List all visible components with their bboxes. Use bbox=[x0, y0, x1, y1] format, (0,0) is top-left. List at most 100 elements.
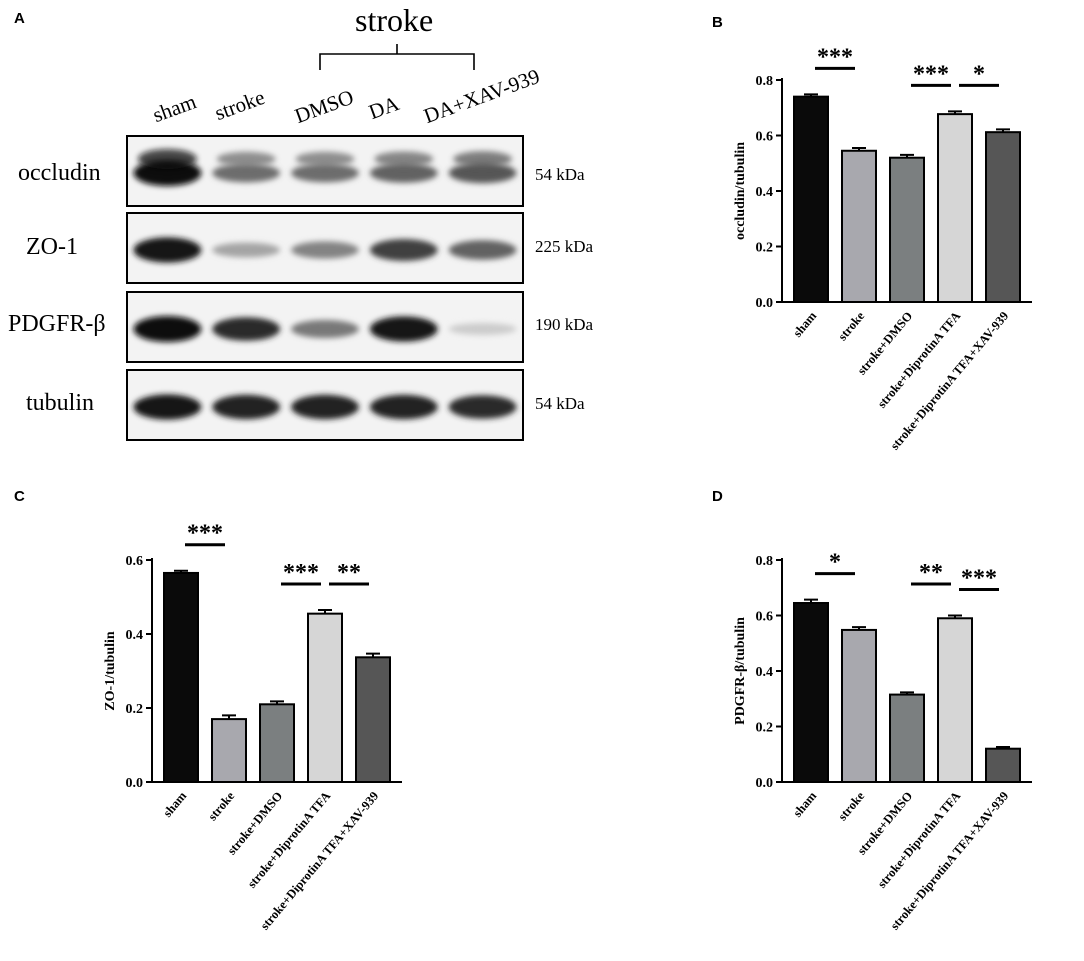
error-bar bbox=[804, 93, 818, 97]
significance-stars: ** bbox=[919, 560, 943, 586]
significance-stars: * bbox=[829, 550, 841, 576]
size-label-occludin: 54 kDa bbox=[535, 165, 585, 184]
blot-band bbox=[369, 163, 438, 183]
protein-label-occludin: occludin bbox=[18, 160, 101, 186]
significance-stars: ** bbox=[337, 560, 361, 586]
error-bar bbox=[318, 608, 332, 614]
blot-band bbox=[448, 162, 517, 184]
lane-label-sham: sham bbox=[149, 89, 200, 128]
x-tick-label: stroke bbox=[835, 309, 867, 344]
panel-letter-a: A bbox=[14, 10, 25, 27]
x-tick-label: sham bbox=[160, 788, 189, 819]
blot-pdgfrb bbox=[126, 291, 524, 363]
blot-band bbox=[133, 237, 202, 263]
bar bbox=[841, 149, 877, 303]
bar bbox=[307, 612, 343, 784]
y-tick-label: 0.6 bbox=[126, 554, 144, 569]
lane-label-da-xav: DA+XAV-939 bbox=[420, 63, 543, 129]
blot-band bbox=[291, 163, 359, 183]
x-tick-label: stroke+DiprotinA TFA bbox=[875, 309, 964, 411]
protein-label-zo1: ZO-1 bbox=[26, 234, 78, 260]
blot-band bbox=[212, 242, 281, 258]
blot-occludin bbox=[126, 135, 524, 207]
significance-stars: *** bbox=[961, 566, 997, 592]
error-bar bbox=[900, 691, 914, 695]
bar bbox=[985, 131, 1021, 303]
blot-band bbox=[133, 394, 202, 420]
panel-letter-d: D bbox=[712, 488, 723, 505]
bar bbox=[889, 693, 925, 783]
y-tick-label: 0.6 bbox=[756, 130, 774, 145]
blot-band bbox=[448, 395, 517, 419]
blot-zo1 bbox=[126, 212, 524, 284]
error-bar bbox=[804, 598, 818, 604]
size-label-pdgfrb: 190 kDa bbox=[535, 315, 594, 334]
y-tick-label: 0.4 bbox=[126, 628, 144, 643]
blot-band bbox=[369, 316, 438, 342]
bar bbox=[163, 571, 199, 784]
y-tick-label: 0.6 bbox=[756, 610, 774, 625]
chart-occludin: occludin/tubulin 0.0 0.2 0.4 0.6 0.8 sham strok… bbox=[733, 44, 1032, 453]
y-axis-label: PDGFR-β/tubulin bbox=[733, 617, 748, 725]
x-tick-label: stroke bbox=[205, 789, 237, 824]
blot-band-upper bbox=[453, 151, 513, 167]
lane-label-da: DA bbox=[365, 91, 403, 125]
protein-label-tubulin: tubulin bbox=[26, 390, 95, 416]
error-bar bbox=[996, 128, 1010, 133]
error-bar bbox=[174, 569, 188, 573]
size-label-tubulin: 54 kDa bbox=[535, 394, 585, 413]
significance-stars: * bbox=[973, 61, 985, 87]
blot-band bbox=[448, 240, 517, 260]
error-bar bbox=[270, 700, 284, 705]
bar bbox=[793, 602, 829, 783]
blot-band bbox=[212, 317, 281, 341]
blot-band bbox=[369, 394, 438, 420]
bar bbox=[841, 628, 877, 784]
chart-zo1: ZO-1/tubulin 0.0 0.2 0.4 0.6 sham strokestroke… bbox=[103, 521, 402, 933]
chart-pdgfrb: PDGFR-β/tubulin 0.0 0.2 0.4 0.6 0.8 sham stroke… bbox=[733, 550, 1032, 933]
significance-stars: *** bbox=[187, 521, 223, 547]
bar bbox=[985, 747, 1021, 783]
stroke-group-bracket bbox=[319, 44, 475, 70]
blot-band bbox=[291, 320, 359, 338]
significance-stars: *** bbox=[913, 61, 949, 87]
blot-band bbox=[448, 323, 517, 335]
x-tick-label: stroke bbox=[835, 789, 867, 824]
error-bar bbox=[900, 153, 914, 158]
y-tick-label: 0.2 bbox=[756, 241, 774, 256]
blot-band-upper bbox=[374, 151, 434, 167]
panel-letter-c: C bbox=[14, 488, 25, 505]
panel-letter-b: B bbox=[712, 14, 723, 31]
blot-band-upper bbox=[137, 149, 197, 169]
blot-band-upper bbox=[295, 151, 355, 167]
size-label-zo1: 225 kDa bbox=[535, 237, 594, 256]
bar bbox=[937, 617, 973, 784]
y-tick-label: 0.2 bbox=[756, 721, 774, 736]
bar bbox=[937, 113, 973, 303]
blot-band bbox=[212, 394, 281, 420]
stroke-group-label: stroke bbox=[355, 2, 434, 38]
x-tick-label: stroke+DiprotinA TFA bbox=[875, 789, 964, 891]
bar bbox=[355, 656, 391, 783]
blot-band-upper bbox=[216, 151, 276, 167]
x-tick-label: sham bbox=[790, 308, 819, 339]
y-axis-label: ZO-1/tubulin bbox=[103, 631, 118, 711]
y-tick-label: 0.8 bbox=[756, 74, 774, 89]
error-bar bbox=[996, 746, 1010, 749]
y-tick-label: 0.0 bbox=[756, 296, 774, 311]
y-tick-label: 0.2 bbox=[126, 702, 144, 717]
lane-label-stroke: stroke bbox=[211, 84, 268, 126]
error-bar bbox=[852, 146, 866, 151]
blot-band bbox=[291, 394, 359, 420]
blot-band bbox=[291, 241, 359, 259]
y-tick-label: 0.0 bbox=[126, 776, 144, 791]
error-bar bbox=[222, 714, 236, 720]
y-axis-label: occludin/tubulin bbox=[733, 142, 748, 240]
bar bbox=[793, 95, 829, 304]
error-bar bbox=[948, 110, 962, 115]
blot-band bbox=[133, 316, 202, 342]
y-tick-label: 0.4 bbox=[756, 185, 774, 200]
blot-tubulin bbox=[126, 369, 524, 441]
x-tick-label: stroke+DiprotinA TFA bbox=[245, 789, 334, 891]
error-bar bbox=[366, 652, 380, 658]
